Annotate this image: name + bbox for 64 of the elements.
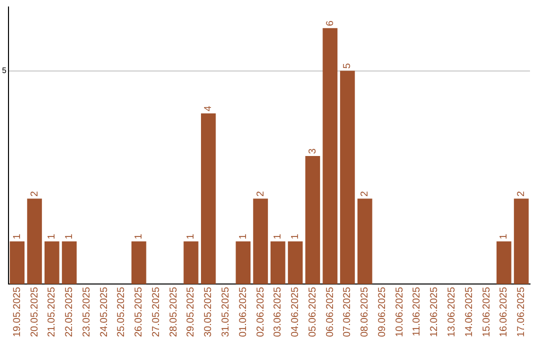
x-tick-label: 29.05.2025 — [186, 286, 197, 338]
x-tick-label: 19.05.2025 — [12, 286, 23, 338]
data-label: 2 — [516, 190, 528, 197]
data-label: 1 — [134, 233, 145, 240]
x-tick-label: 05.06.2025 — [307, 286, 318, 338]
x-tick-label: 24.05.2025 — [98, 286, 110, 338]
bar — [288, 241, 303, 284]
data-label: 6 — [324, 20, 336, 26]
bar — [514, 198, 529, 284]
data-label: 1 — [290, 233, 302, 240]
x-tick-label: 17.06.2025 — [516, 286, 528, 338]
x-tick-label: 31.05.2025 — [220, 286, 232, 338]
x-tick-label: 23.05.2025 — [81, 286, 92, 338]
x-tick-label: 06.06.2025 — [324, 286, 336, 338]
bar — [236, 241, 251, 284]
data-label: 5 — [342, 62, 354, 69]
bar — [305, 156, 320, 284]
bar — [27, 198, 42, 284]
data-label: 1 — [272, 233, 284, 240]
data-label: 2 — [29, 190, 40, 197]
bar — [200, 113, 216, 284]
bar — [10, 241, 25, 284]
x-tick-label: 15.06.2025 — [481, 286, 492, 338]
bar — [253, 198, 268, 284]
bar — [496, 241, 512, 284]
bar — [62, 241, 77, 284]
bar — [357, 198, 372, 284]
x-tick-label: 13.06.2025 — [446, 286, 458, 338]
data-label: 2 — [360, 190, 371, 197]
x-tick-label: 14.06.2025 — [464, 286, 475, 338]
x-tick-label: 09.06.2025 — [376, 286, 388, 338]
x-tick-label: 26.05.2025 — [134, 286, 145, 338]
x-tick-label: 20.05.2025 — [29, 286, 40, 338]
x-tick-label: 25.05.2025 — [116, 286, 128, 338]
bar — [131, 241, 146, 284]
bar — [184, 241, 198, 284]
x-tick-label: 07.06.2025 — [342, 286, 354, 338]
x-tick-label: 21.05.2025 — [46, 286, 58, 338]
x-tick-label: 10.06.2025 — [394, 286, 406, 338]
x-tick-label: 01.06.2025 — [238, 286, 249, 338]
x-tick-label: 11.06.2025 — [412, 286, 423, 336]
data-label: 1 — [46, 233, 58, 240]
data-label: 1 — [238, 233, 249, 240]
data-label: 1 — [186, 233, 197, 240]
bar — [270, 241, 286, 284]
data-label: 2 — [255, 190, 266, 197]
x-tick-label: 22.05.2025 — [64, 286, 76, 338]
x-tick-label: 27.05.2025 — [150, 286, 162, 338]
bar — [340, 70, 355, 284]
x-tick-label: 30.05.2025 — [203, 286, 214, 338]
data-label: 1 — [64, 233, 76, 240]
x-tick-label: 02.06.2025 — [255, 286, 266, 338]
x-tick-label: 03.06.2025 — [272, 286, 284, 338]
x-tick-label: 12.06.2025 — [429, 286, 440, 338]
data-label: 1 — [498, 233, 510, 240]
data-label: 3 — [307, 148, 318, 154]
x-tick-label: 28.05.2025 — [168, 286, 180, 338]
x-tick-label: 04.06.2025 — [290, 286, 302, 338]
data-label: 1 — [12, 233, 23, 240]
data-label: 4 — [203, 105, 214, 112]
x-tick-label: 16.06.2025 — [498, 286, 510, 338]
x-tick-label: 08.06.2025 — [360, 286, 371, 338]
bar — [44, 241, 60, 284]
bar — [322, 28, 338, 284]
